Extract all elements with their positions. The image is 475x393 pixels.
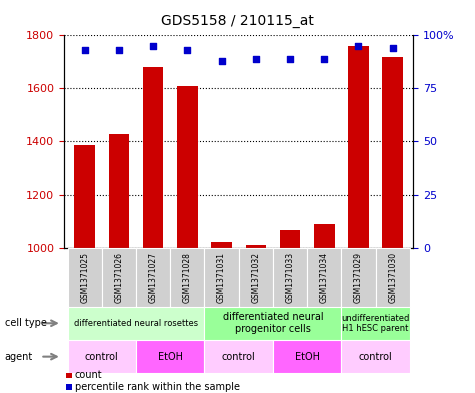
Text: GSM1371030: GSM1371030: [388, 252, 397, 303]
Bar: [307, 248, 342, 307]
Text: count: count: [75, 370, 102, 380]
Point: [286, 55, 294, 62]
Text: cell type: cell type: [5, 318, 47, 328]
Bar: [280, 230, 300, 248]
Text: GSM1371034: GSM1371034: [320, 252, 329, 303]
Bar: [342, 340, 410, 373]
Bar: [170, 248, 204, 307]
Text: differentiated neural rosettes: differentiated neural rosettes: [74, 319, 198, 328]
Point: [252, 55, 260, 62]
Bar: [177, 86, 198, 248]
Text: control: control: [359, 352, 392, 362]
Text: GSM1371032: GSM1371032: [251, 252, 260, 303]
Text: GSM1371029: GSM1371029: [354, 252, 363, 303]
Bar: [273, 340, 342, 373]
Text: percentile rank within the sample: percentile rank within the sample: [75, 382, 239, 392]
Text: GSM1371031: GSM1371031: [217, 252, 226, 303]
Bar: [136, 340, 204, 373]
Bar: [211, 242, 232, 248]
Point: [183, 47, 191, 53]
Bar: [136, 248, 170, 307]
Bar: [348, 46, 369, 248]
Text: undifferentiated
H1 hESC parent: undifferentiated H1 hESC parent: [342, 314, 410, 333]
Bar: [314, 224, 334, 248]
Text: differentiated neural
progenitor cells: differentiated neural progenitor cells: [223, 312, 323, 334]
Text: EtOH: EtOH: [294, 352, 320, 362]
Bar: [67, 248, 102, 307]
Text: GSM1371027: GSM1371027: [149, 252, 158, 303]
Point: [81, 47, 88, 53]
Text: GSM1371033: GSM1371033: [285, 252, 294, 303]
Point: [389, 45, 397, 51]
Bar: [75, 145, 95, 248]
Bar: [239, 248, 273, 307]
Text: agent: agent: [5, 352, 33, 362]
Bar: [109, 134, 129, 248]
Bar: [102, 248, 136, 307]
Text: GSM1371025: GSM1371025: [80, 252, 89, 303]
Point: [321, 55, 328, 62]
Text: GSM1371028: GSM1371028: [183, 252, 192, 303]
Bar: [273, 248, 307, 307]
Text: GSM1371026: GSM1371026: [114, 252, 124, 303]
Point: [355, 43, 362, 49]
Bar: [67, 340, 136, 373]
Text: EtOH: EtOH: [158, 352, 183, 362]
Point: [149, 43, 157, 49]
Point: [218, 58, 225, 64]
Bar: [204, 340, 273, 373]
Bar: [67, 307, 204, 340]
Bar: [376, 248, 410, 307]
Bar: [382, 57, 403, 248]
Bar: [246, 245, 266, 248]
Bar: [342, 307, 410, 340]
Bar: [342, 248, 376, 307]
Bar: [204, 307, 342, 340]
Text: GDS5158 / 210115_at: GDS5158 / 210115_at: [161, 14, 314, 28]
Text: control: control: [222, 352, 256, 362]
Bar: [143, 67, 163, 248]
Bar: [204, 248, 238, 307]
Point: [115, 47, 123, 53]
Text: control: control: [85, 352, 119, 362]
